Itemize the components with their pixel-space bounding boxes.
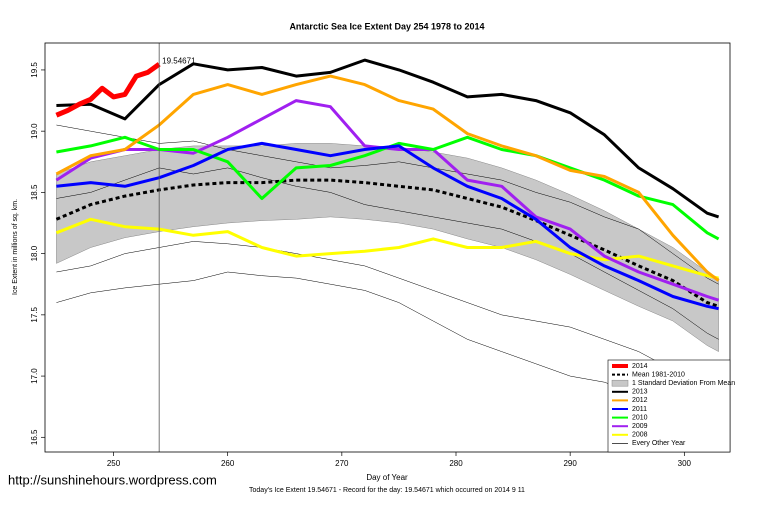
- x-tick-label: 300: [678, 459, 692, 468]
- series-line: [55, 62, 161, 118]
- y-tick-label: 17.5: [30, 307, 39, 323]
- legend-label: 2009: [632, 423, 648, 430]
- y-axis-label: Ice Extent in millions of sq. km.: [12, 199, 19, 295]
- series-line: [55, 217, 719, 280]
- chart-title: Antarctic Sea Ice Extent Day 254 1978 to…: [289, 21, 484, 31]
- y-tick-label: 17.0: [30, 368, 39, 384]
- legend-label: 2013: [632, 389, 648, 396]
- y-tick-label: 16.5: [30, 429, 39, 445]
- legend-label: 2008: [632, 432, 648, 439]
- footer: Today's Ice Extent 19.54671 - Record for…: [249, 487, 525, 494]
- series-line: [56, 141, 719, 311]
- x-tick-label: 260: [221, 459, 235, 468]
- other-year-line: [56, 124, 719, 285]
- other-year-line: [56, 167, 719, 340]
- legend-label: Mean 1981-2010: [632, 371, 685, 378]
- y-tick-label: 18.5: [30, 184, 39, 200]
- legend-label: 2010: [632, 414, 648, 421]
- x-axis-label: Day of Year: [366, 473, 408, 482]
- legend-label: Every Other Year: [632, 440, 686, 447]
- series-line: [56, 135, 720, 241]
- legend-label: 2011: [632, 406, 647, 413]
- other-year-line: [56, 241, 719, 395]
- x-tick-label: 280: [449, 459, 463, 468]
- y-tick-label: 18.0: [30, 245, 39, 261]
- y-tick-label: 19.5: [30, 62, 39, 78]
- x-tick-label: 290: [563, 459, 577, 468]
- x-tick-label: 270: [335, 459, 349, 468]
- annotation: 19.54671: [162, 56, 196, 65]
- series-line: [56, 58, 720, 219]
- plot-frame: [44, 42, 731, 453]
- mean-line: [55, 178, 720, 308]
- legend-box: [607, 359, 731, 453]
- x-tick-label: 250: [107, 459, 121, 468]
- legend-label: 2014: [632, 363, 648, 370]
- std-band: [56, 143, 719, 353]
- legend-label: 1 Standard Deviation From Mean: [632, 380, 735, 387]
- watermark: http://sunshinehours.wordpress.com: [8, 472, 217, 487]
- legend-swatch: [611, 379, 629, 387]
- series-line: [55, 74, 720, 282]
- legend-label: 2012: [632, 397, 648, 404]
- y-tick-label: 19.0: [30, 123, 39, 139]
